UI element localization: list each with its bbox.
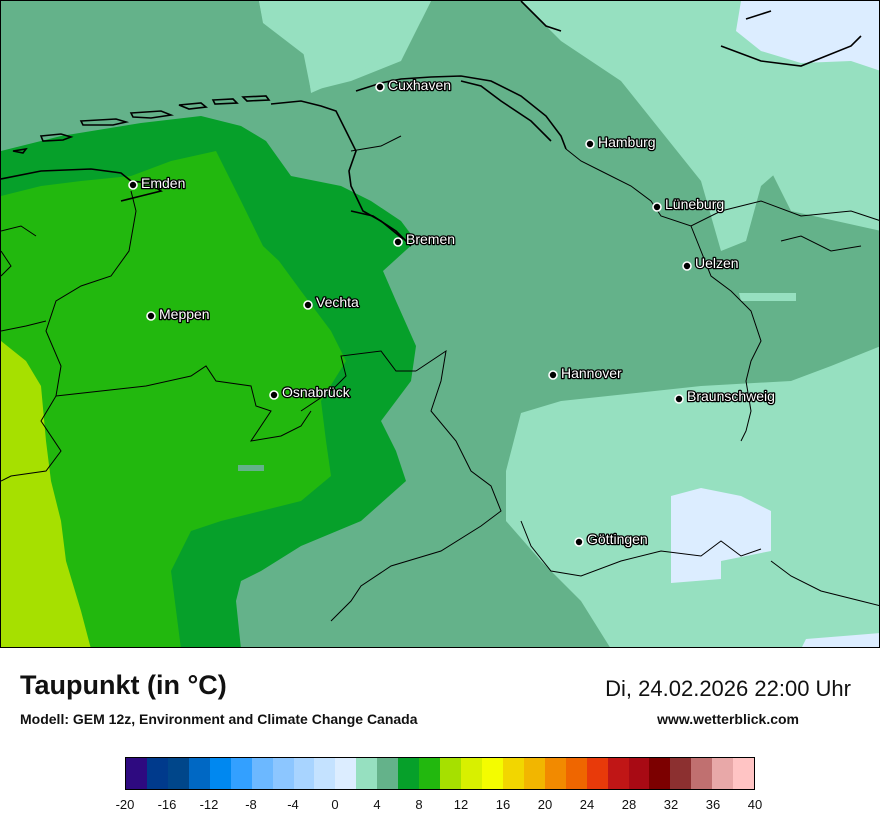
legend-swatch: [628, 758, 650, 789]
city-goettingen: Göttingen: [574, 530, 649, 548]
legend-swatch: [209, 758, 231, 789]
legend-tick-label: 8: [415, 797, 423, 812]
legend-swatch: [712, 758, 734, 789]
legend-tick-label: 4: [373, 797, 381, 812]
field-10-12: [1, 151, 346, 647]
legend-swatch: [293, 758, 315, 789]
legend-swatch: [398, 758, 420, 789]
city-osnabrueck: Osnabrück: [269, 383, 352, 401]
legend-tick-label: -16: [157, 797, 177, 812]
map-canvas: Cuxhaven Hamburg Emden Lüneburg Bremen U…: [1, 1, 879, 647]
legend-swatch: [565, 758, 587, 789]
legend-swatch: [230, 758, 252, 789]
legend-tick-label: 20: [537, 797, 553, 812]
legend-tick-label: 16: [495, 797, 511, 812]
legend-swatch: [440, 758, 461, 789]
city-braunschweig: Braunschweig: [674, 387, 776, 405]
legend-tick-label: -12: [199, 797, 219, 812]
legend-swatch: [377, 758, 399, 789]
legend-tick-label: -4: [287, 797, 299, 812]
legend-tick-label: 24: [579, 797, 595, 812]
legend-swatch: [607, 758, 629, 789]
legend-swatch: [251, 758, 273, 789]
legend-swatch: [649, 758, 671, 789]
legend-tick-label: 40: [747, 797, 763, 812]
map-title: Taupunkt (in °C): [20, 670, 227, 700]
legend-swatch: [502, 758, 524, 789]
borders: [1, 135, 879, 622]
model-info: Modell: GEM 12z, Environment and Climate…: [20, 711, 418, 727]
legend-swatch: [167, 758, 189, 789]
legend-swatch: [586, 758, 608, 789]
city-label: Göttingen: [587, 531, 648, 547]
color-legend: -20 -16 -12 -8 -4 0 4 8 12 16 20 24 28 32 36 40: [116, 757, 762, 812]
city-label: Osnabrück: [282, 384, 351, 400]
legend-swatch: [670, 758, 692, 789]
city-label: Bremen: [406, 231, 455, 247]
city-label: Meppen: [159, 306, 210, 322]
city-bremen: Bremen: [393, 230, 456, 248]
forecast-datetime: Di, 24.02.2026 22:00 Uhr: [605, 676, 851, 701]
city-vechta: Vechta: [303, 293, 360, 311]
legend-swatch: [691, 758, 713, 789]
legend-tick-label: -8: [245, 797, 257, 812]
field-spot: [238, 465, 264, 471]
legend-tick-label: 12: [453, 797, 469, 812]
legend-swatch: [523, 758, 545, 789]
city-cuxhaven: Cuxhaven: [375, 76, 452, 94]
field-pale-ne: [736, 1, 879, 71]
field-light-top-left: [259, 1, 431, 93]
city-meppen: Meppen: [146, 305, 211, 323]
legend-color-bar: [125, 757, 755, 790]
field-pale-east: [671, 488, 771, 583]
dewpoint-map: Cuxhaven Hamburg Emden Lüneburg Bremen U…: [0, 0, 880, 648]
legend-swatch: [461, 758, 482, 789]
legend-tick-label: 0: [331, 797, 339, 812]
legend-swatch: [272, 758, 294, 789]
legend-swatch: [188, 758, 210, 789]
field-pale-se: [802, 633, 879, 647]
field-light-strip: [739, 293, 796, 301]
city-label: Cuxhaven: [388, 77, 451, 93]
city-label: Emden: [141, 175, 185, 191]
city-label: Uelzen: [695, 255, 739, 271]
legend-swatch: [544, 758, 566, 789]
city-hannover: Hannover: [548, 364, 623, 382]
legend-swatch: [314, 758, 336, 789]
city-label: Braunschweig: [687, 388, 775, 404]
city-label: Hamburg: [598, 134, 656, 150]
legend-tick-label: -20: [115, 797, 135, 812]
legend-tick-label: 32: [663, 797, 679, 812]
city-lueneburg: Lüneburg: [652, 195, 725, 213]
legend-tick-label: 36: [705, 797, 721, 812]
legend-swatch: [146, 758, 168, 789]
city-label: Vechta: [316, 294, 359, 310]
legend-swatch: [126, 758, 147, 789]
city-emden: Emden: [128, 174, 187, 192]
city-uelzen: Uelzen: [682, 254, 740, 272]
city-label: Lüneburg: [665, 196, 724, 212]
city-hamburg: Hamburg: [585, 133, 657, 151]
legend-swatch: [419, 758, 441, 789]
legend-swatch: [356, 758, 378, 789]
legend-tick-label: 28: [621, 797, 637, 812]
legend-swatch: [733, 758, 755, 789]
field-12-14: [1, 341, 91, 647]
legend-swatch: [335, 758, 357, 789]
legend-swatch: [481, 758, 503, 789]
website-link: www.wetterblick.com: [657, 711, 799, 727]
city-label: Hannover: [561, 365, 622, 381]
